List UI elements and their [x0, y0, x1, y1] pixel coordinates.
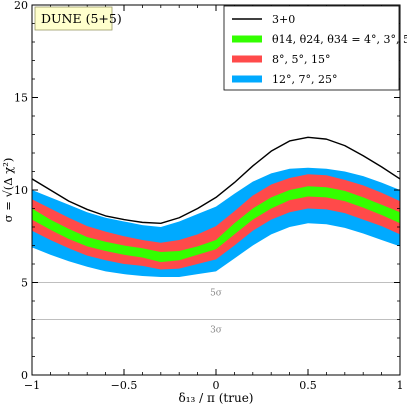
x-tick-label: −0.5 [111, 379, 138, 392]
y-tick-label: 15 [14, 92, 28, 105]
legend: 3+0 θ14, θ24, θ34 = 4°, 3°, 5° 8°, 5°, 15°… [223, 5, 407, 91]
reference-line-layer: 5σ 3σ [32, 282, 400, 336]
y-tick-label: 5 [21, 277, 28, 290]
x-tick-label: 0.5 [299, 379, 317, 392]
y-tick-label: 0 [21, 369, 28, 382]
legend-swatch-14-24-34-4-3-5 [232, 35, 262, 43]
y-axis-label: σ = √(Δ χ²) [1, 158, 15, 223]
x-axis-label: δ₁₃ / π (true) [179, 391, 254, 405]
chart-title-box: DUNE (5+5) [34, 6, 122, 31]
chart-title: DUNE (5+5) [41, 11, 122, 26]
x-tick-label: 1 [397, 379, 404, 392]
band-14-24-34-4-3-5 [32, 186, 400, 263]
legend-label-8-5-15: 8°, 5°, 15° [272, 53, 330, 66]
x-tick-label: −1 [24, 379, 40, 392]
legend-label-3-0: 3+0 [272, 13, 295, 26]
line-layer [32, 136, 400, 225]
legend-label-12-7-25: 12°, 7°, 25° [272, 73, 337, 86]
y-tick-label: 20 [14, 0, 28, 12]
legend-swatch-12-7-25 [232, 75, 262, 83]
legend-label-14-24-34-4-3-5: θ14, θ24, θ34 = 4°, 3°, 5° [272, 33, 407, 46]
band-layer [32, 167, 400, 277]
legend-swatch-8-5-15 [232, 55, 262, 63]
series-line-3-0 [32, 136, 400, 225]
reference-label-5sigma: 5σ [210, 289, 222, 299]
y-tick-label: 10 [14, 184, 28, 197]
x-tick-label: 0 [213, 379, 220, 392]
reference-label-3sigma: 3σ [210, 326, 222, 336]
